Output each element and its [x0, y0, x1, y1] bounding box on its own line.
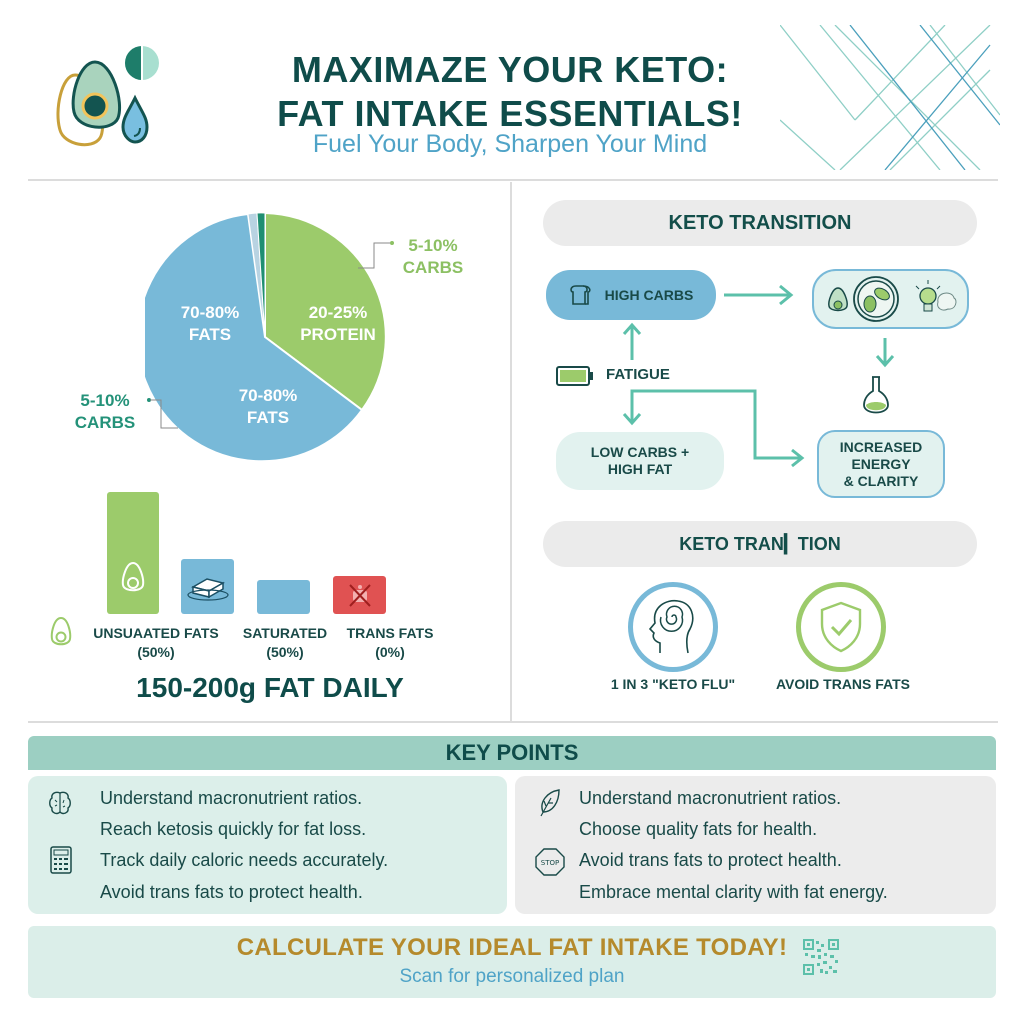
arrow-down-icon: [875, 338, 895, 368]
flask-icon: [863, 376, 889, 414]
key-point-item: Understand macronutrient ratios.: [579, 788, 842, 808]
bar-label-saturated: SATURATED (50%): [230, 624, 340, 662]
bar-label-name: TRANS FATS: [346, 625, 434, 641]
divider: [28, 721, 998, 723]
avoid-trans-fats-badge: [796, 582, 886, 672]
node-keto-foods: [812, 269, 969, 329]
pie-label-name: PROTEIN: [300, 325, 376, 344]
title-line-1: MAXIMAZE YOUR KETO:: [291, 49, 729, 90]
fatigue-label: FATIGUE: [606, 366, 670, 383]
bar-label-trans-fats: TRANS FATS (0%): [335, 624, 445, 662]
no-fast-food-icon: [348, 584, 371, 607]
calculator-icon: [50, 846, 72, 874]
page-title: MAXIMAZE YOUR KETO: FAT INTAKE ESSENTIAL…: [220, 48, 800, 136]
avocado-legend-icon: [50, 616, 72, 646]
transition-title: KETO TRANSITION: [543, 200, 977, 246]
divider: [510, 182, 512, 722]
pie-label-value: 70-80%: [180, 303, 240, 322]
node-label: HIGH CARBS: [604, 286, 694, 303]
key-point-item: Avoid trans fats to protect health.: [579, 850, 842, 870]
brain-icon: [49, 791, 71, 815]
divider: [28, 179, 998, 181]
fork-arrow-icon: [622, 389, 805, 468]
callout-line: [147, 398, 178, 429]
pie-label-carbs-left: 5-10% CARBS: [70, 390, 140, 434]
avoid-trans-fats-label: AVOID TRANS FATS: [775, 676, 911, 692]
node-high-carbs: HIGH CARBS: [546, 270, 716, 320]
bar-label-pct: (50%): [137, 644, 175, 660]
keto-foods-icon: [827, 276, 956, 322]
decorative-lines-icon: [780, 25, 1000, 170]
page-subtitle: Fuel Your Body, Sharpen Your Mind: [312, 130, 708, 158]
pie-label-name: FATS: [246, 408, 290, 427]
butter-icon: [186, 577, 229, 601]
transition-title-2: KETO TRAN▎TION: [543, 521, 977, 567]
shield-check-icon: [820, 601, 862, 653]
avocado-icon: [827, 287, 848, 312]
header: MAXIMAZE YOUR KETO: FAT INTAKE ESSENTIAL…: [0, 0, 1024, 178]
key-point-item: Track daily caloric needs accurately.: [100, 850, 389, 870]
key-points-title: KEY POINTS: [28, 736, 996, 770]
bar-label-pct: (50%): [266, 644, 304, 660]
pie-label-fats-upper: 70-80% FATS: [160, 302, 260, 346]
bar-label-pct: (0%): [375, 644, 405, 660]
cta-banner[interactable]: CALCULATE YOUR IDEAL FAT INTAKE TODAY! S…: [28, 926, 996, 998]
arrow-right-icon: [724, 284, 794, 306]
key-points-left: Understand macronutrient ratios. Reach k…: [28, 776, 507, 914]
key-point-item: Reach ketosis quickly for fat loss.: [100, 819, 367, 839]
keto-flu-label: 1 IN 3 "KETO FLU": [610, 676, 736, 692]
stop-sign-icon: STOP: [535, 848, 565, 876]
bread-icon: [569, 285, 591, 305]
leaf-icon: [540, 789, 560, 817]
cta-subtitle: Scan for personalized plan: [399, 966, 625, 987]
head-spiral-icon: [648, 599, 694, 654]
fat-daily-total: 150-200g FAT DAILY: [136, 672, 404, 703]
pie-label-name: CARBS: [74, 413, 136, 432]
keto-flu-badge: [628, 582, 718, 672]
pie-label-protein: 20-25% PROTEIN: [288, 302, 388, 346]
node-low-carbs-high-fat: LOW CARBS + HIGH FAT: [556, 432, 724, 490]
lightbulb-brain-icon: [915, 280, 956, 312]
cta-title: CALCULATE YOUR IDEAL FAT INTAKE TODAY!: [236, 934, 788, 961]
bar-trans-fats: [333, 576, 386, 614]
bar-label-name: UNSUAATED FATS: [93, 625, 219, 641]
pie-label-name: CARBS: [402, 258, 464, 277]
bar-butter: [181, 559, 234, 614]
pie-label-carbs-right: 5-10% CARBS: [398, 235, 468, 279]
battery-icon: [556, 366, 593, 386]
pie-label-fats-lower: 70-80% FATS: [218, 385, 318, 429]
key-point-item: Avoid trans fats to protect health.: [100, 882, 363, 902]
key-points-right: Understand macronutrient ratios. Choose …: [515, 776, 996, 914]
qr-code-icon[interactable]: [802, 938, 840, 976]
title-line-2: FAT INTAKE ESSENTIALS!: [277, 93, 743, 134]
plate-icon: [852, 276, 899, 322]
pie-label-value: 20-25%: [308, 303, 368, 322]
pie-label-name: FATS: [188, 325, 232, 344]
bar-unsaturated: [107, 492, 159, 614]
keto-logo-icon: [56, 46, 159, 147]
arrow-up-icon: [622, 322, 642, 360]
key-point-item: Understand macronutrient ratios.: [100, 788, 363, 808]
key-point-item: Embrace mental clarity with fat energy.: [579, 882, 888, 902]
key-point-item: Choose quality fats for health.: [579, 819, 818, 839]
bar-label-unsaturated: UNSUAATED FATS (50%): [84, 624, 228, 662]
pie-label-value: 5-10%: [408, 236, 458, 255]
stop-text: STOP: [541, 859, 559, 867]
pie-label-value: 70-80%: [238, 386, 298, 405]
callout-line: [358, 241, 394, 269]
avocado-icon: [121, 561, 145, 592]
bar-saturated: [257, 580, 310, 614]
pie-label-value: 5-10%: [80, 391, 130, 410]
node-increased-energy: INCREASED ENERGY & CLARITY: [817, 430, 945, 498]
bar-label-name: SATURATED: [242, 625, 328, 641]
